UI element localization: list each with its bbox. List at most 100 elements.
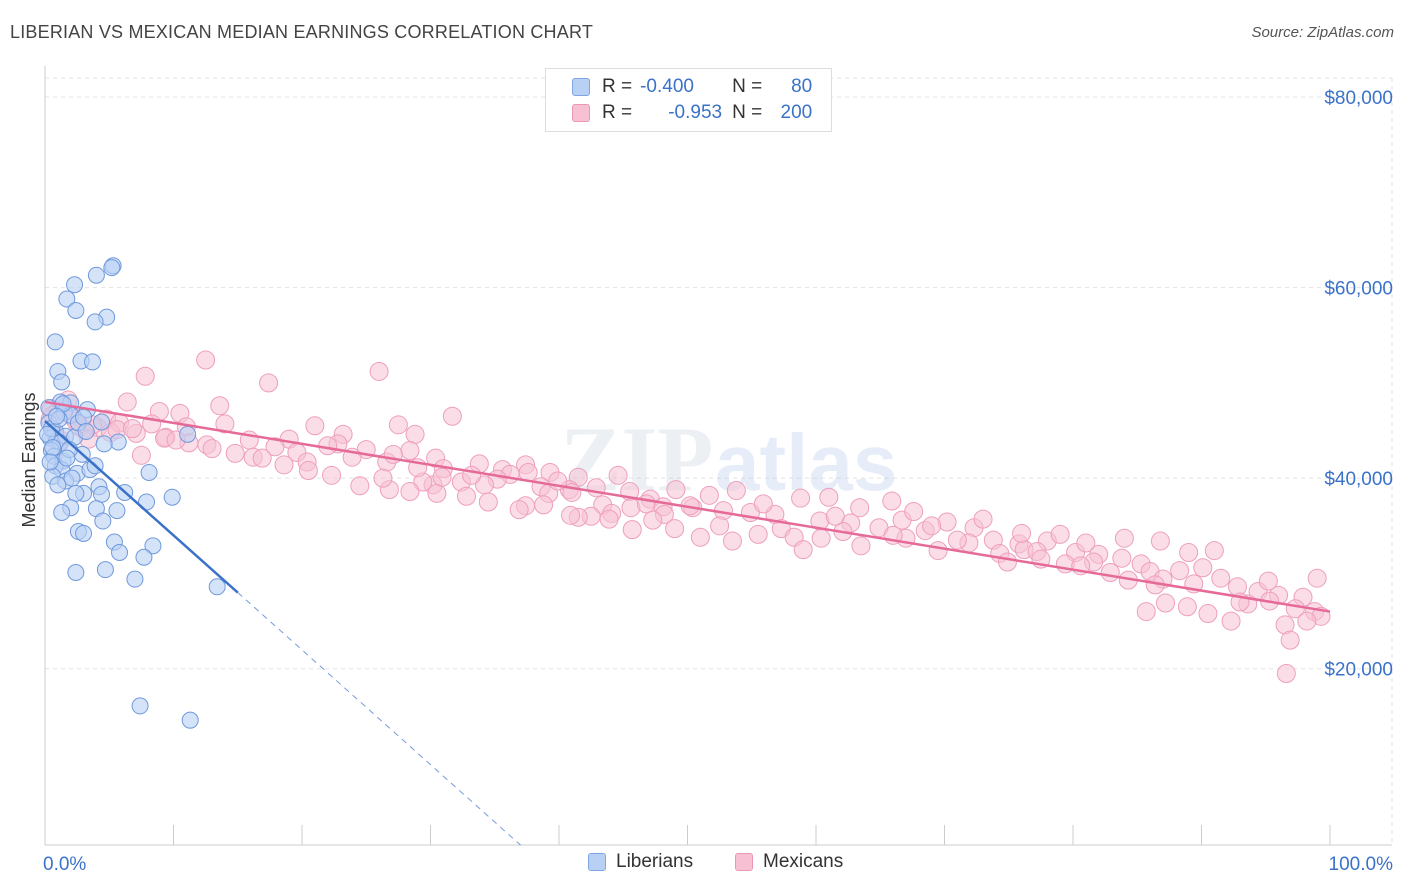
mexican-point <box>432 467 452 487</box>
mexican-point <box>1258 571 1278 591</box>
mexican-point <box>350 476 370 496</box>
mexican-point <box>478 492 498 512</box>
legend-r-value: -0.953 <box>668 102 723 123</box>
mexican-point <box>131 445 151 465</box>
y-tick-label: $40,000 <box>1324 469 1393 490</box>
liberian-point <box>87 266 105 284</box>
mexican-point <box>534 495 554 515</box>
legend-row-liberians: R = -0.400 N = 80 <box>546 74 812 100</box>
liberian-point <box>163 488 181 506</box>
mexican-point <box>215 414 235 434</box>
mexican-point <box>699 485 719 505</box>
liberians-swatch <box>572 78 590 96</box>
mexicans-swatch <box>572 104 590 122</box>
mexican-point <box>373 468 393 488</box>
mexican-point <box>1204 541 1224 561</box>
liberian-point <box>53 373 71 391</box>
correlation-legend: R = -0.400 N = 80 R = -0.953 N = 200 <box>545 68 832 132</box>
liberian-point <box>109 433 127 451</box>
liberian-point <box>67 301 85 319</box>
mexican-point <box>882 491 902 511</box>
legend-row-mexicans: R = -0.953 N = 200 <box>546 100 812 126</box>
mexican-point <box>225 443 245 463</box>
liberians-trend-extension <box>237 592 521 846</box>
mexican-point <box>1136 602 1156 622</box>
liberian-point <box>94 512 112 530</box>
liberian-point <box>131 697 149 715</box>
mexican-point <box>599 509 619 529</box>
mexican-point <box>1100 563 1120 583</box>
y-tick-label: $20,000 <box>1324 660 1393 681</box>
mexican-point <box>608 465 628 485</box>
mexicans-legend-label: Mexicans <box>763 851 844 872</box>
mexican-point <box>1170 561 1190 581</box>
liberian-point <box>67 564 85 582</box>
mexican-point <box>811 528 831 548</box>
mexican-point <box>265 437 285 457</box>
mexican-point <box>259 373 279 393</box>
mexican-point <box>791 488 811 508</box>
mexican-point <box>1221 611 1241 631</box>
mexican-point <box>636 494 656 514</box>
mexican-point <box>622 520 642 540</box>
mexican-point <box>210 396 230 416</box>
source-attribution: Source: ZipAtlas.com <box>1251 24 1394 41</box>
mexican-point <box>1193 558 1213 578</box>
bottom-legend-mexicans: Mexicans <box>735 851 843 873</box>
mexican-point <box>561 505 581 525</box>
legend-n-label: N = <box>732 76 763 97</box>
liberian-point <box>181 711 199 729</box>
mexican-point <box>196 350 216 370</box>
liberian-point <box>111 543 129 561</box>
liberian-point <box>208 578 226 596</box>
trend-lines <box>44 400 1331 846</box>
liberian-point <box>53 503 71 521</box>
liberian-point <box>75 408 93 426</box>
mexican-point <box>726 481 746 501</box>
legend-r-value: -0.400 <box>640 76 694 97</box>
mexican-point <box>298 461 318 481</box>
chart-title: LIBERIAN VS MEXICAN MEDIAN EARNINGS CORR… <box>10 22 594 42</box>
mexican-point <box>850 498 870 518</box>
mexican-point <box>922 516 942 536</box>
liberian-point <box>66 276 84 294</box>
mexican-point <box>973 509 993 529</box>
mexican-point <box>1179 542 1199 562</box>
liberian-point <box>135 548 153 566</box>
liberian-point <box>103 259 121 277</box>
mexican-point <box>1198 603 1218 623</box>
mexicans-points <box>40 350 1331 683</box>
mexican-point <box>753 494 773 514</box>
liberians-trend-line <box>44 420 239 594</box>
mexican-point <box>904 502 924 522</box>
x-tick-label-start: 0.0% <box>43 854 86 875</box>
liberian-point <box>58 290 76 308</box>
liberian-point <box>126 570 144 588</box>
mexicans-trend-line <box>44 400 1331 613</box>
liberian-point <box>93 485 111 503</box>
liberian-point <box>96 561 114 579</box>
mexican-point <box>1297 611 1317 631</box>
mexican-point <box>1211 568 1231 588</box>
mexican-point <box>1276 663 1296 683</box>
liberian-point <box>48 407 66 425</box>
legend-r-label: R = <box>602 102 633 123</box>
mexican-point <box>400 482 420 502</box>
mexican-point <box>388 415 408 435</box>
mexican-point <box>997 552 1017 572</box>
mexican-point <box>690 527 710 547</box>
liberian-point <box>179 425 197 443</box>
liberian-point <box>86 313 104 331</box>
legend-n-value: 80 <box>791 76 813 97</box>
y-axis-label: Median Earnings <box>19 392 39 527</box>
liberian-point <box>144 537 162 555</box>
mexican-point <box>135 366 155 386</box>
mexican-point <box>405 424 425 444</box>
mexican-point <box>122 419 142 439</box>
mexican-point <box>722 531 742 551</box>
mexican-point <box>666 480 686 500</box>
mexican-point <box>509 500 529 520</box>
y-tick-labels: $20,000 $40,000 $60,000 $80,000 <box>1324 88 1393 681</box>
legend-r-label: R = <box>602 76 633 97</box>
